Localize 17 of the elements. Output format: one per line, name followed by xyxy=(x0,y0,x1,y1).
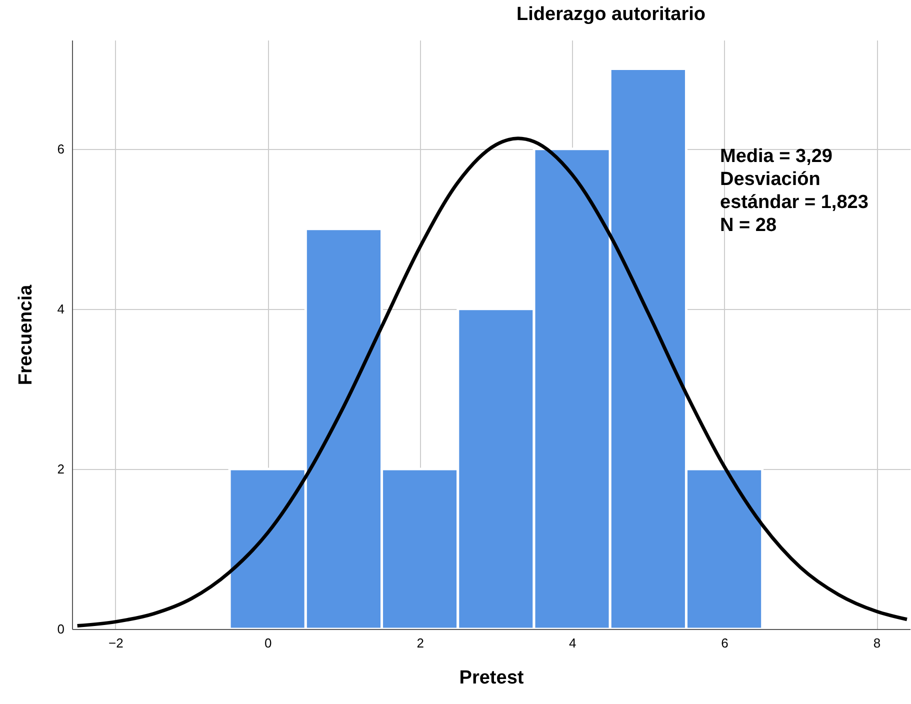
x-tick-label: 6 xyxy=(721,636,728,650)
y-tick-label: 4 xyxy=(57,301,64,316)
x-tick-label: 8 xyxy=(873,636,881,650)
chart-title: Liderazgo autoritario xyxy=(516,4,706,25)
y-tick-label: 6 xyxy=(57,141,64,156)
x-tick-label: 0 xyxy=(264,636,272,650)
annotation: Desviación estándar = 1,823 xyxy=(720,169,868,213)
y-tick-label: 0 xyxy=(57,622,64,636)
line-series xyxy=(76,136,909,628)
annotation: N = 28 xyxy=(720,215,777,236)
y-tick-label: 2 xyxy=(57,461,64,476)
y-axis-title: Frecuencia xyxy=(15,284,36,386)
x-axis-title: Pretest xyxy=(459,668,524,688)
x-tick-label: 2 xyxy=(416,636,424,650)
x-tick-label: 4 xyxy=(568,636,576,650)
annotation: Media = 3,29 xyxy=(720,146,832,167)
x-tick-label: −2 xyxy=(108,636,124,650)
